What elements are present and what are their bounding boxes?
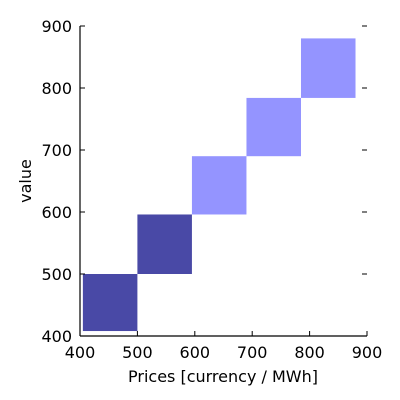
x-tick-label-600: 600 [180,343,211,362]
ticks-group: 400 500 600 700 800 900 400 500 600 700 800 900 [41,17,382,362]
y-tick-label-900: 900 [41,17,72,36]
y-tick-label-400: 400 [41,327,72,346]
x-tick-label-500: 500 [122,343,153,362]
y-tick-label-700: 700 [41,141,72,160]
y-axis-title: value [16,159,35,203]
bars-group [82,38,356,332]
bar-4 [246,97,301,157]
x-tick-label-400: 400 [65,343,96,362]
bar-1 [82,274,138,332]
bar-3 [191,156,247,215]
y-tick-label-800: 800 [41,79,72,98]
x-tick-label-800: 800 [294,343,325,362]
y-tick-label-600: 600 [41,203,72,222]
bar-2 [137,214,192,274]
x-tick-label-900: 900 [352,343,383,362]
x-tick-label-700: 700 [237,343,268,362]
x-axis-title: Prices [currency / MWh] [128,367,318,386]
bar-5 [300,38,356,98]
y-tick-label-500: 500 [41,265,72,284]
